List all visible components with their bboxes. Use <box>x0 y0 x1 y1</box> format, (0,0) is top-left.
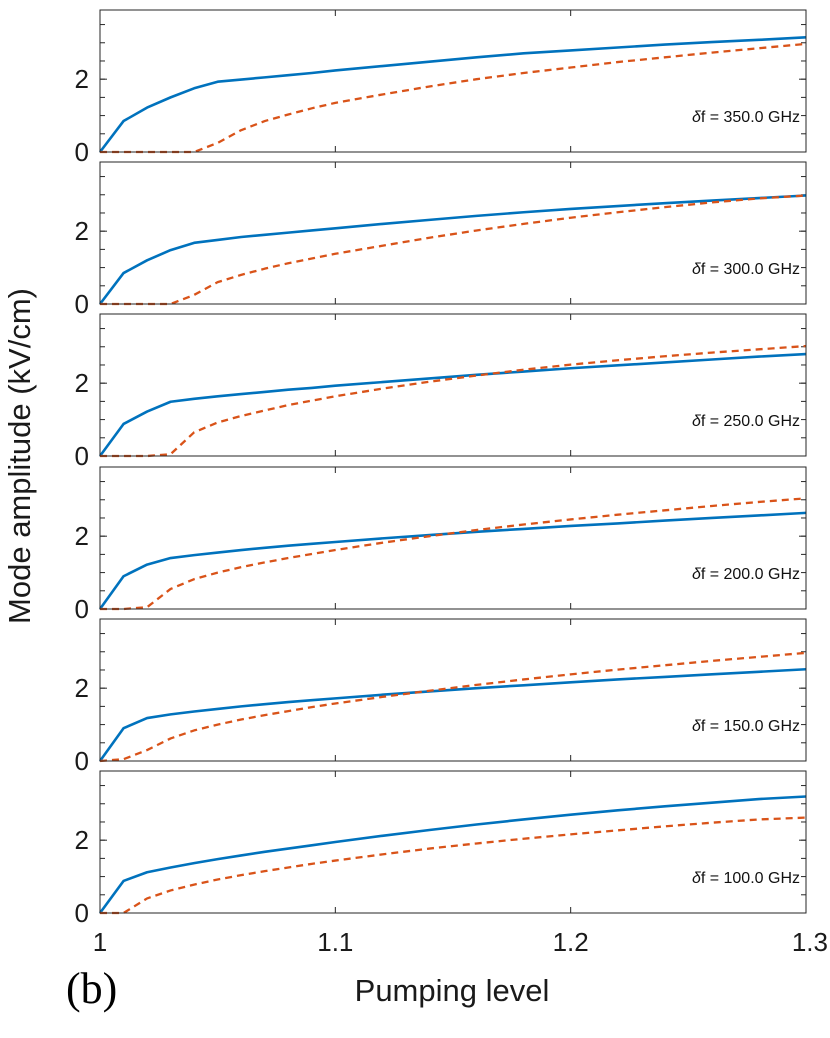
y-tick-label: 2 <box>75 673 89 703</box>
y-tick-label: 0 <box>75 594 89 624</box>
panel-frame <box>99 161 807 305</box>
delta-symbol: δ <box>692 413 702 430</box>
series-solid-line <box>98 352 807 457</box>
panel-annotation: δf = 200.0 GHz <box>692 566 800 583</box>
y-tick-label: 2 <box>75 825 89 855</box>
series-solid-line <box>98 194 807 305</box>
annotation-text: f = 100.0 GHz <box>701 870 800 887</box>
delta-symbol: δ <box>692 566 702 583</box>
delta-symbol: δ <box>692 261 702 278</box>
panel-annotation: δf = 150.0 GHz <box>692 718 800 735</box>
panel-annotation: δf = 250.0 GHz <box>692 413 800 430</box>
panel-annotation: δf = 300.0 GHz <box>692 261 800 278</box>
panel-5: 0 2 δf = 150.0 GHz <box>75 618 807 776</box>
annotation-text: f = 200.0 GHz <box>701 566 800 583</box>
annotation-text: f = 250.0 GHz <box>701 413 800 430</box>
panel-annotation: δf = 350.0 GHz <box>692 109 800 126</box>
y-tick-label: 0 <box>75 898 89 928</box>
y-tick-label: 0 <box>75 441 89 471</box>
y-tick-label: 2 <box>75 64 89 94</box>
y-tick-label: 2 <box>75 216 89 246</box>
y-axis-title: Mode amplitude (kV/cm) <box>2 288 37 624</box>
series-dashed-line <box>99 651 807 763</box>
series-solid-line <box>98 667 807 762</box>
panel-frame <box>99 618 807 762</box>
x-axis-title: Pumping level <box>355 973 550 1008</box>
series-solid-line <box>98 511 807 610</box>
panel-4: 0 2 δf = 200.0 GHz <box>75 466 807 624</box>
panel-3: 0 2 δf = 250.0 GHz <box>75 313 807 471</box>
y-tick-label: 0 <box>75 746 89 776</box>
panel-2: 0 2 δf = 300.0 GHz <box>75 161 807 319</box>
panel-frame <box>99 770 807 914</box>
y-tick-label: 0 <box>75 137 89 167</box>
delta-symbol: δ <box>692 109 702 126</box>
y-tick-label: 0 <box>75 289 89 319</box>
series-dashed-line <box>100 497 807 611</box>
series-dashed-line <box>100 816 807 915</box>
x-tick-label: 1.3 <box>792 927 828 957</box>
series-solid-line <box>98 36 807 153</box>
x-tick-label: 1 <box>93 927 107 957</box>
panel-frame <box>99 313 807 457</box>
y-tick-label: 2 <box>75 521 89 551</box>
panel-annotation: δf = 100.0 GHz <box>692 870 800 887</box>
series-dashed-line <box>100 344 807 458</box>
annotation-text: f = 350.0 GHz <box>701 109 800 126</box>
panel-1: 0 2 δf = 350.0 GHz <box>75 9 807 167</box>
annotation-text: f = 150.0 GHz <box>701 718 800 735</box>
series-solid-line <box>98 795 807 914</box>
x-axis: 1 1.1 1.2 1.3 <box>93 927 828 957</box>
panel-frame <box>99 466 807 610</box>
y-tick-label: 2 <box>75 368 89 398</box>
series-dashed-line <box>100 194 807 306</box>
x-tick-label: 1.1 <box>317 927 353 957</box>
delta-symbol: δ <box>692 870 702 887</box>
x-tick-label: 1.2 <box>553 927 589 957</box>
panel-label: (b) <box>66 964 117 1013</box>
annotation-text: f = 300.0 GHz <box>701 261 800 278</box>
delta-symbol: δ <box>692 718 702 735</box>
panel-frame <box>99 9 807 153</box>
panel-6: 0 2 δf = 100.0 GHz <box>75 770 807 928</box>
